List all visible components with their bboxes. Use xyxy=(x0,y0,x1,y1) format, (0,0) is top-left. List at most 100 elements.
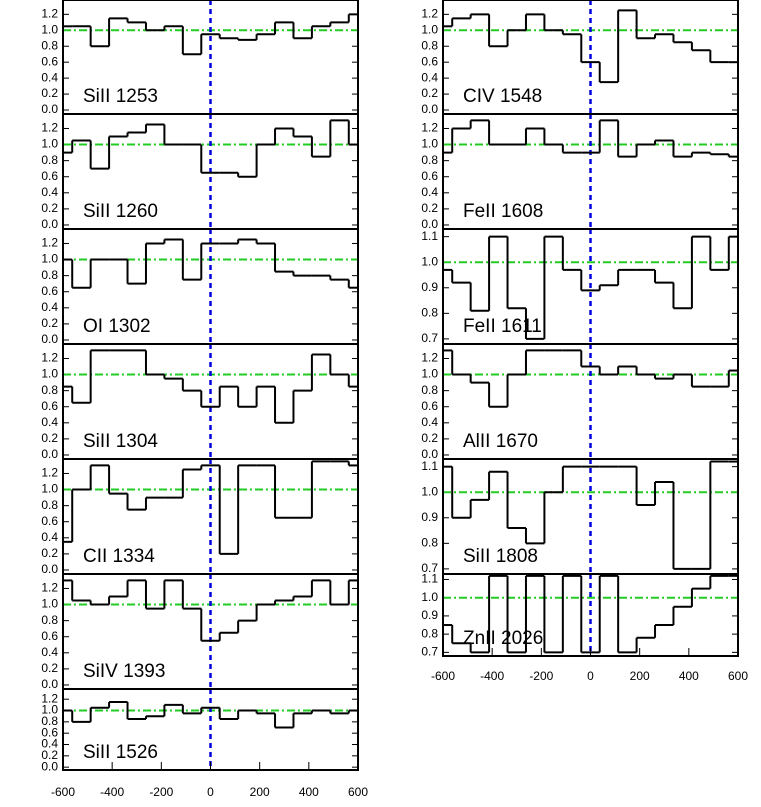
x-tick-label: 200 xyxy=(630,669,650,683)
y-tick-label: 0.6 xyxy=(421,54,438,68)
y-tick-label: 1.2 xyxy=(41,7,58,21)
y-tick-label: 0.4 xyxy=(41,415,58,429)
y-tick-label: 1.0 xyxy=(421,590,438,604)
y-tick-label: 1.0 xyxy=(421,137,438,151)
y-tick-label: 0.7 xyxy=(421,561,438,575)
x-tick-label: -600 xyxy=(431,669,455,683)
y-tick-label: 0.0 xyxy=(41,102,58,116)
y-tick-label: 0.6 xyxy=(41,725,58,739)
y-tick-label: 1.2 xyxy=(41,351,58,365)
y-tick-label: 0.8 xyxy=(41,498,58,512)
y-tick-label: 0.6 xyxy=(41,54,58,68)
y-tick-label: 0.8 xyxy=(41,714,58,728)
x-tick-label: 600 xyxy=(348,785,368,799)
y-tick-label: 0.8 xyxy=(421,306,438,320)
y-tick-label: 0.2 xyxy=(41,431,58,445)
y-tick-label: 0.6 xyxy=(421,169,438,183)
y-tick-label: 0.6 xyxy=(421,399,438,413)
line-label: SiII 1808 xyxy=(463,546,538,567)
x-tick-label: -600 xyxy=(51,785,75,799)
y-tick-label: 0.4 xyxy=(41,737,58,751)
x-tick-label: 600 xyxy=(728,669,748,683)
y-tick-label: 0.8 xyxy=(41,153,58,167)
y-tick-label: 0.0 xyxy=(41,332,58,346)
y-tick-label: 1.1 xyxy=(421,572,438,586)
y-tick-label: 0.0 xyxy=(41,562,58,576)
y-tick-label: 0.0 xyxy=(421,102,438,116)
y-tick-label: 0.2 xyxy=(421,86,438,100)
y-tick-label: 1.0 xyxy=(41,137,58,151)
y-tick-label: 0.4 xyxy=(41,185,58,199)
y-tick-label: 0.2 xyxy=(41,316,58,330)
y-tick-label: 0.4 xyxy=(421,70,438,84)
y-tick-label: 0.8 xyxy=(421,153,438,167)
y-tick-label: 0.4 xyxy=(421,185,438,199)
y-tick-label: 1.2 xyxy=(421,351,438,365)
line-label: SiII 1304 xyxy=(83,431,158,452)
x-tick-label: 200 xyxy=(250,785,270,799)
x-tick-label: -200 xyxy=(529,669,553,683)
y-tick-label: 0.7 xyxy=(421,331,438,345)
y-tick-label: 0.2 xyxy=(41,546,58,560)
y-tick-label: 0.6 xyxy=(41,629,58,643)
y-tick-label: 0.4 xyxy=(41,70,58,84)
y-tick-label: 1.2 xyxy=(41,581,58,595)
y-tick-label: 0.4 xyxy=(41,645,58,659)
y-tick-label: 0.8 xyxy=(421,536,438,550)
y-tick-label: 0.9 xyxy=(421,608,438,622)
line-label: SiII 1260 xyxy=(83,201,158,222)
y-tick-label: 0.2 xyxy=(41,661,58,675)
y-tick-label: 0.4 xyxy=(421,415,438,429)
y-tick-label: 0.2 xyxy=(41,201,58,215)
line-label: ZnII 2026 xyxy=(463,628,543,649)
y-tick-label: 1.0 xyxy=(41,22,58,36)
y-tick-label: 1.0 xyxy=(41,252,58,266)
y-tick-label: 1.2 xyxy=(41,121,58,135)
y-tick-label: 1.0 xyxy=(421,22,438,36)
y-tick-label: 0.4 xyxy=(41,530,58,544)
y-tick-label: 1.0 xyxy=(41,703,58,717)
line-label: AlII 1670 xyxy=(463,431,538,452)
y-tick-label: 0.2 xyxy=(41,86,58,100)
y-tick-label: 0.0 xyxy=(41,217,58,231)
y-tick-label: 1.2 xyxy=(41,466,58,480)
y-tick-label: 0.9 xyxy=(421,280,438,294)
line-label: CII 1334 xyxy=(83,546,155,567)
y-tick-label: 0.6 xyxy=(41,399,58,413)
y-tick-label: 0.0 xyxy=(41,447,58,461)
x-tick-label: 0 xyxy=(587,669,594,683)
y-tick-label: 0.7 xyxy=(421,645,438,659)
x-tick-label: 400 xyxy=(299,785,319,799)
y-tick-label: 1.0 xyxy=(41,367,58,381)
y-tick-label: 1.2 xyxy=(421,121,438,135)
x-tick-label: 0 xyxy=(207,785,214,799)
line-label: SiIV 1393 xyxy=(83,661,165,682)
y-tick-label: 0.8 xyxy=(421,38,438,52)
y-tick-label: 0.9 xyxy=(421,510,438,524)
y-tick-label: 1.2 xyxy=(421,7,438,21)
x-tick-label: 400 xyxy=(679,669,699,683)
line-label: CIV 1548 xyxy=(463,86,542,107)
y-tick-label: 0.8 xyxy=(41,383,58,397)
x-tick-label: -400 xyxy=(480,669,504,683)
line-label: FeII 1608 xyxy=(463,201,543,222)
y-tick-label: 0.6 xyxy=(41,514,58,528)
y-tick-label: 0.8 xyxy=(41,38,58,52)
y-tick-label: 1.0 xyxy=(421,254,438,268)
y-tick-label: 1.0 xyxy=(421,484,438,498)
y-tick-label: 0.2 xyxy=(41,748,58,762)
y-tick-label: 1.0 xyxy=(41,482,58,496)
y-tick-label: 1.2 xyxy=(41,691,58,705)
y-tick-label: 0.6 xyxy=(41,169,58,183)
y-tick-label: 1.1 xyxy=(421,459,438,473)
y-tick-label: 0.6 xyxy=(41,284,58,298)
line-label: FeII 1611 xyxy=(463,316,542,337)
x-tick-label: -200 xyxy=(149,785,173,799)
y-tick-label: 0.8 xyxy=(41,613,58,627)
y-tick-label: 1.0 xyxy=(421,367,438,381)
y-tick-label: 0.0 xyxy=(421,447,438,461)
y-tick-label: 1.2 xyxy=(41,236,58,250)
y-tick-label: 0.0 xyxy=(41,677,58,691)
y-tick-label: 1.0 xyxy=(41,597,58,611)
y-tick-label: 0.4 xyxy=(41,300,58,314)
